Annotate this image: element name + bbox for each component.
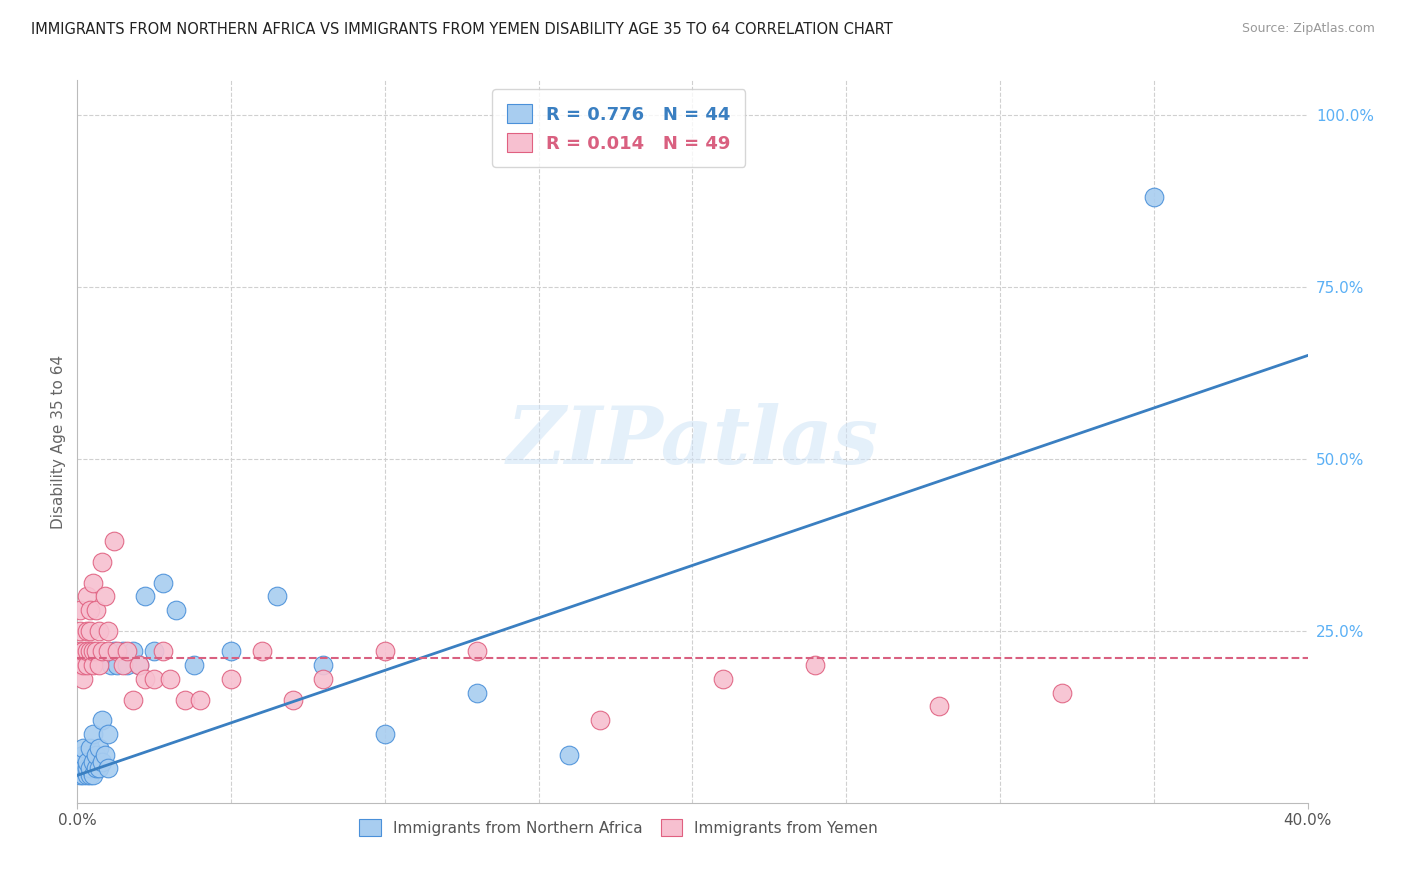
Point (928, 699, 950, 714)
Point (69, 755, 91, 769)
Point (79, 740, 101, 755)
Point (79, 761, 101, 775)
Point (94, 590, 117, 604)
Point (90, 644, 114, 658)
Point (97, 727, 120, 741)
Point (79, 603, 101, 617)
Point (165, 603, 187, 617)
Point (76, 755, 98, 769)
Point (219, 644, 242, 658)
Point (312, 672, 335, 686)
Point (159, 672, 181, 686)
Point (72, 740, 94, 755)
Point (115, 658, 138, 673)
Point (112, 644, 135, 658)
Point (1050, 686, 1073, 700)
Point (121, 644, 143, 658)
Point (143, 644, 166, 658)
Point (84, 603, 107, 617)
Point (183, 658, 205, 673)
Point (87, 740, 110, 755)
Point (82, 658, 104, 673)
Point (152, 575, 174, 590)
Legend: Immigrants from Northern Africa, Immigrants from Yemen: Immigrants from Northern Africa, Immigra… (353, 814, 884, 842)
Point (79, 624, 101, 638)
Point (72, 747, 94, 762)
Point (374, 644, 396, 658)
Point (76, 590, 98, 604)
Point (103, 534, 125, 549)
Point (82, 644, 104, 658)
Point (90, 713, 114, 727)
Point (711, 672, 734, 686)
Y-axis label: Disability Age 35 to 64: Disability Age 35 to 64 (51, 354, 66, 529)
Point (84, 644, 107, 658)
Point (465, 686, 488, 700)
Point (134, 590, 156, 604)
Point (76, 658, 98, 673)
Point (87, 761, 110, 775)
Point (105, 644, 128, 658)
Point (72, 761, 94, 775)
Point (84, 747, 107, 762)
Point (465, 644, 488, 658)
Point (76, 768, 98, 782)
Point (87, 624, 110, 638)
Point (90, 555, 114, 569)
Point (72, 672, 94, 686)
Point (94, 747, 117, 762)
Point (84, 761, 107, 775)
Point (72, 658, 94, 673)
Point (152, 644, 174, 658)
Point (69, 658, 91, 673)
Point (266, 590, 288, 604)
Text: Source: ZipAtlas.com: Source: ZipAtlas.com (1241, 22, 1375, 36)
Point (174, 692, 197, 706)
Point (69, 761, 91, 775)
Point (79, 644, 101, 658)
Point (69, 768, 91, 782)
Point (82, 755, 104, 769)
Point (374, 727, 396, 741)
Point (87, 658, 110, 673)
Point (281, 692, 304, 706)
Point (100, 658, 122, 673)
Point (72, 768, 94, 782)
Point (128, 658, 150, 673)
Point (134, 672, 156, 686)
Point (69, 644, 91, 658)
Point (97, 644, 120, 658)
Text: IMMIGRANTS FROM NORTHERN AFRICA VS IMMIGRANTS FROM YEMEN DISABILITY AGE 35 TO 64: IMMIGRANTS FROM NORTHERN AFRICA VS IMMIG… (31, 22, 893, 37)
Point (312, 658, 335, 673)
Point (804, 658, 827, 673)
Point (97, 624, 120, 638)
Point (219, 672, 242, 686)
Point (82, 768, 104, 782)
Point (90, 755, 114, 769)
Point (69, 624, 91, 638)
Point (250, 644, 273, 658)
Point (128, 658, 150, 673)
Point (82, 727, 104, 741)
Text: ZIPatlas: ZIPatlas (506, 403, 879, 480)
Point (589, 713, 612, 727)
Point (115, 644, 138, 658)
Point (103, 644, 125, 658)
Point (82, 575, 104, 590)
Point (97, 761, 120, 775)
Point (188, 692, 212, 706)
Point (105, 658, 128, 673)
Point (79, 768, 101, 782)
Point (112, 658, 135, 673)
Point (69, 603, 91, 617)
Point (558, 747, 581, 762)
Point (76, 761, 98, 775)
Point (121, 692, 143, 706)
Point (76, 644, 98, 658)
Point (1143, 190, 1166, 204)
Point (143, 672, 166, 686)
Point (72, 644, 94, 658)
Point (76, 624, 98, 638)
